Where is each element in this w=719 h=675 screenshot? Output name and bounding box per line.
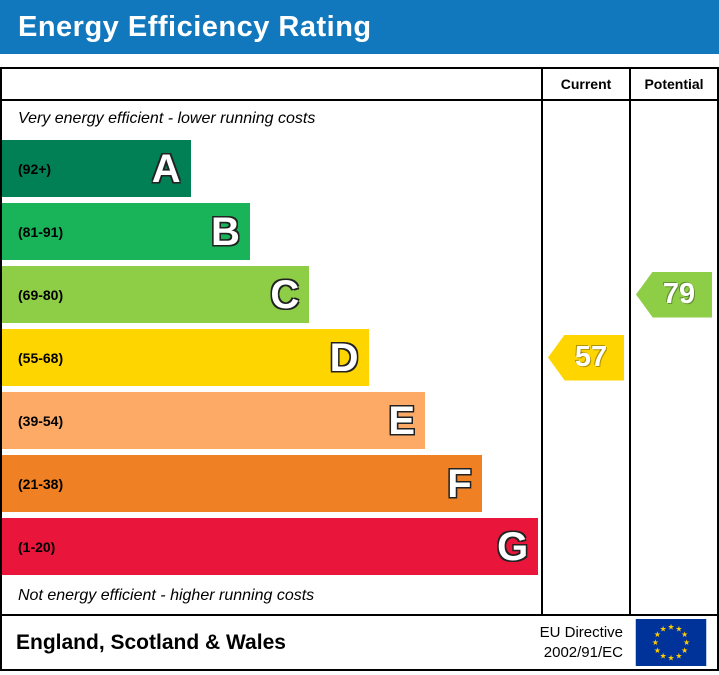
svg-text:★: ★ [675,652,682,661]
potential-column: Potential 79 [629,69,717,614]
eu-flag-icon: ★ ★ ★ ★ ★ ★ ★ ★ ★ ★ ★ ★ [635,619,707,666]
band-range-e: (39-54) [18,412,64,429]
band-range-d: (55-68) [18,349,64,366]
potential-header: Potential [631,69,717,101]
band-letter-f: F [447,461,472,506]
band-range-b: (81-91) [18,223,64,240]
band-bar-g: (1-20) G [2,518,539,575]
svg-text:★: ★ [654,630,661,639]
band-bar-a: (92+) A [2,140,191,197]
svg-text:★: ★ [660,652,667,661]
current-column: Current 57 [541,69,629,614]
band-letter-a: A [151,146,181,191]
band-bar-f: (21-38) F [2,455,482,512]
band-row-a: (92+) A [2,137,541,200]
svg-text:★: ★ [675,624,682,633]
svg-text:★: ★ [652,638,659,647]
band-letter-g: G [497,524,529,569]
potential-arrow: 79 [636,271,712,318]
rating-table: Very energy efficient - lower running co… [2,69,717,614]
current-arrow: 57 [548,334,624,381]
band-row-g: (1-20) G [2,515,541,578]
band-bar-e: (39-54) E [2,392,426,449]
potential-column-body: 79 [631,101,717,614]
band-row-c: (69-80) C [2,263,541,326]
svg-text:★: ★ [683,638,690,647]
svg-text:★: ★ [654,646,661,655]
band-range-f: (21-38) [18,475,64,492]
bottom-note: Not energy efficient - higher running co… [18,587,315,604]
band-row-b: (81-91) B [2,200,541,263]
eu-directive-line2: 2002/91/EC [543,643,623,661]
band-letter-c: C [270,272,300,317]
band-bar-c: (69-80) C [2,266,310,323]
eu-directive-line1: EU Directive [539,624,623,641]
band-row-e: (39-54) E [2,389,541,452]
chart-header-spacer [2,69,541,101]
top-note: Very energy efficient - lower running co… [18,110,316,127]
svg-text:★: ★ [667,622,674,631]
band-letter-b: B [211,209,240,254]
svg-text:★: ★ [660,624,667,633]
band-row-f: (21-38) F [2,452,541,515]
epc-chart: Very energy efficient - lower running co… [0,67,719,671]
svg-text:★: ★ [681,630,688,639]
current-value: 57 [574,341,608,373]
band-letter-e: E [388,398,416,443]
current-column-body: 57 [543,101,629,614]
potential-value: 79 [662,278,696,310]
band-row-d: (55-68) D [2,326,541,389]
band-range-g: (1-20) [18,538,56,555]
band-bar-d: (55-68) D [2,329,369,386]
chart-column: Very energy efficient - lower running co… [2,69,541,614]
eu-directive-label: EU Directive 2002/91/EC [540,623,623,662]
svg-text:★: ★ [667,654,674,663]
footer: England, Scotland & Wales EU Directive 2… [2,614,717,669]
svg-text:★: ★ [681,646,688,655]
title-banner: Energy Efficiency Rating [0,0,719,54]
band-range-a: (92+) [18,160,52,177]
current-header: Current [543,69,629,101]
page-title: Energy Efficiency Rating [18,10,372,43]
band-range-c: (69-80) [18,286,64,303]
band-letter-d: D [329,335,359,380]
region-label: England, Scotland & Wales [16,630,286,654]
band-bar-b: (81-91) B [2,203,250,260]
